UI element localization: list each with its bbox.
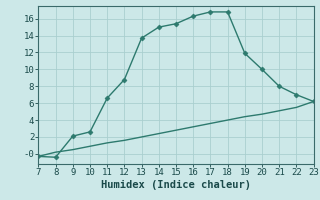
X-axis label: Humidex (Indice chaleur): Humidex (Indice chaleur) xyxy=(101,180,251,190)
